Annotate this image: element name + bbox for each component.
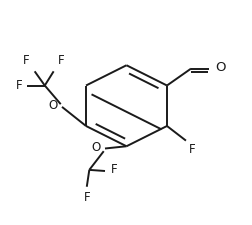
Text: F: F <box>83 191 90 204</box>
Text: O: O <box>214 61 225 74</box>
Text: F: F <box>15 79 22 92</box>
Text: O: O <box>91 141 100 154</box>
Text: F: F <box>57 54 64 68</box>
Text: O: O <box>48 99 57 112</box>
Text: F: F <box>23 54 29 68</box>
Text: F: F <box>111 163 117 176</box>
Text: F: F <box>188 143 195 156</box>
